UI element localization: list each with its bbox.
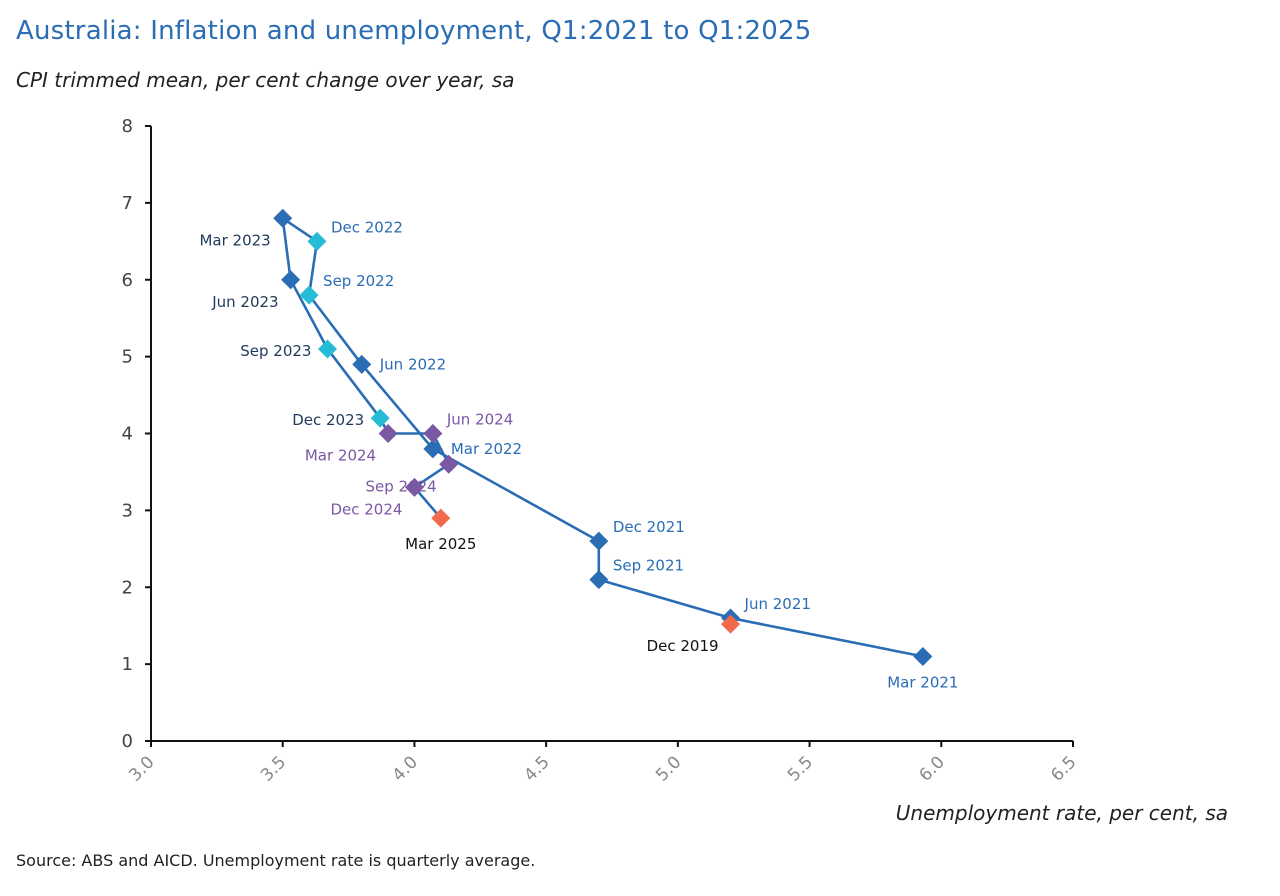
x-axis-title: Unemployment rate, per cent, sa <box>895 801 1228 825</box>
x-tick-label: 6.0 <box>916 752 949 785</box>
marker-sep-2023 <box>317 339 337 359</box>
point-label: Dec 2019 <box>647 637 719 655</box>
point-label: Dec 2021 <box>613 518 685 536</box>
y-tick-label: 0 <box>122 731 133 752</box>
y-tick-label: 7 <box>122 193 133 214</box>
x-tick-label: 6.5 <box>1047 752 1080 785</box>
point-labels: Mar 2021 Jun 2021 Sep 2021 Dec 2021 Mar 2022… <box>199 218 958 691</box>
point-label: Mar 2023 <box>199 231 270 249</box>
marker-jun-2023 <box>281 270 301 290</box>
marker-mar-2021 <box>913 646 933 666</box>
x-tick-label: 4.0 <box>389 752 422 785</box>
point-label: Sep 2023 <box>240 342 311 360</box>
source-note: Source: ABS and AICD. Unemployment rate … <box>16 851 536 870</box>
x-tick-label: 4.5 <box>520 752 553 785</box>
x-tick-label: 3.0 <box>125 752 158 785</box>
marker-mar-2025 <box>431 508 451 528</box>
x-tick-label: 5.0 <box>652 752 685 785</box>
marker-jun-2022 <box>352 354 372 374</box>
marker-dec-2024 <box>404 477 424 497</box>
marker-mar-2023 <box>273 208 293 228</box>
point-label: Mar 2024 <box>305 447 376 465</box>
x-tick-label: 3.5 <box>257 752 290 785</box>
point-label: Sep 2022 <box>323 272 394 290</box>
point-label: Jun 2023 <box>211 293 278 311</box>
marker-sep-2022 <box>299 285 319 305</box>
y-axis-title: CPI trimmed mean, per cent change over y… <box>16 68 515 92</box>
point-label: Mar 2021 <box>887 673 958 691</box>
y-tick-label: 8 <box>122 116 133 137</box>
marker-sep-2024 <box>439 454 459 474</box>
point-label: Dec 2023 <box>292 411 364 429</box>
point-label: Mar 2022 <box>451 440 522 458</box>
x-tick-label: 5.5 <box>784 752 817 785</box>
y-tick-label: 1 <box>122 654 133 675</box>
chart-title: Australia: Inflation and unemployment, Q… <box>16 16 812 46</box>
marker-dec-2023 <box>370 408 390 428</box>
point-label: Dec 2024 <box>330 500 402 518</box>
y-tick-label: 5 <box>122 347 133 368</box>
marker-jun-2024 <box>423 424 443 443</box>
marker-dec-2021 <box>589 531 609 551</box>
y-tick-label: 4 <box>122 424 133 445</box>
marker-mar-2022 <box>423 439 443 459</box>
marker-dec-2022 <box>307 231 327 251</box>
point-label: Dec 2022 <box>331 218 403 236</box>
marker-sep-2021 <box>589 570 609 590</box>
y-tick-label: 6 <box>122 270 133 291</box>
point-label: Jun 2024 <box>446 411 513 429</box>
point-label: Jun 2022 <box>379 355 446 373</box>
marker-dec-2019 <box>721 614 741 634</box>
point-label: Sep 2021 <box>613 557 684 575</box>
marker-mar-2024 <box>378 424 398 443</box>
point-label: Sep 2024 <box>365 477 436 495</box>
point-label: Jun 2021 <box>744 595 811 613</box>
y-tick-label: 2 <box>122 577 133 598</box>
markers <box>273 208 933 666</box>
y-tick-label: 3 <box>122 500 133 521</box>
point-label: Mar 2025 <box>405 535 476 553</box>
